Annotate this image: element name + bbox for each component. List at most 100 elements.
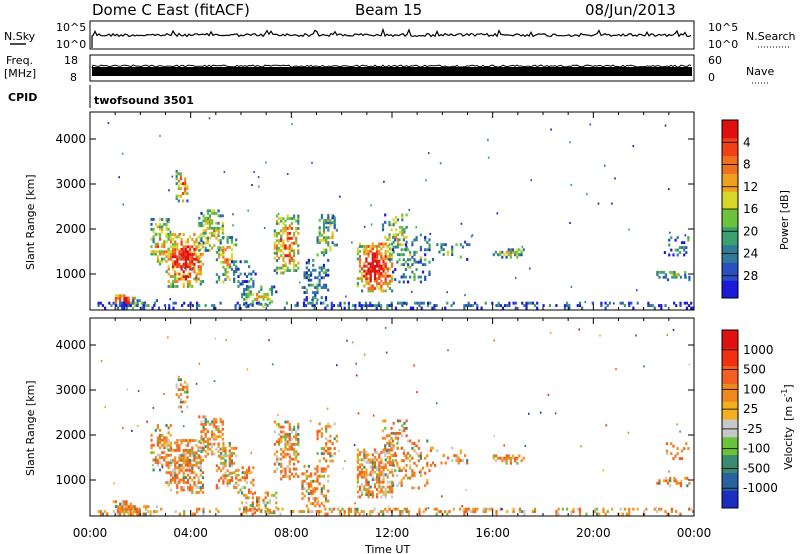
range-cell (171, 175, 174, 178)
range-cell (256, 295, 259, 299)
range-cell (324, 467, 328, 471)
range-cell (316, 487, 319, 491)
range-cell (360, 304, 363, 307)
range-cell (228, 258, 231, 262)
range-cell (174, 245, 177, 249)
range-cell (159, 225, 162, 229)
range-cell (275, 460, 279, 464)
range-cell (623, 304, 626, 307)
range-cell (363, 455, 366, 459)
range-cell (673, 270, 676, 274)
range-cell (219, 417, 222, 421)
range-cell (447, 349, 449, 352)
range-cell (293, 475, 296, 478)
range-cell (131, 301, 134, 305)
range-cell (376, 451, 379, 454)
range-cell (280, 452, 283, 456)
range-cell (396, 245, 400, 249)
range-cell (358, 465, 362, 469)
range-cell (280, 472, 283, 476)
range-cell (413, 474, 416, 477)
range-cell (390, 248, 393, 251)
range-cell (228, 236, 231, 239)
range-cell (186, 456, 190, 460)
range-cell (429, 301, 432, 305)
range-cell (312, 268, 315, 272)
range-cell (325, 236, 328, 240)
range-cell (193, 451, 196, 455)
range-cell (295, 457, 298, 461)
range-cell (434, 464, 437, 467)
range-cell (201, 245, 205, 249)
range-cell (376, 254, 379, 258)
range-cell (191, 252, 194, 256)
range-cell (295, 455, 298, 459)
range-cell (228, 442, 231, 445)
range-cell (250, 491, 253, 494)
range-cell (394, 434, 397, 438)
range-cell (195, 245, 198, 249)
velocity-colorbar-label-name: Velocity (782, 426, 795, 470)
range-cell (390, 454, 393, 457)
range-cell (404, 454, 407, 458)
range-cell (404, 275, 407, 279)
range-cell (174, 242, 177, 246)
range-cell (333, 221, 336, 225)
range-cell (193, 512, 196, 516)
range-cell (324, 499, 328, 503)
range-cell (245, 305, 248, 309)
range-cell (243, 302, 246, 306)
range-cell (284, 420, 287, 424)
range-cell (398, 466, 401, 470)
range-cell (297, 428, 300, 431)
range-cell (384, 235, 387, 239)
range-cell (679, 512, 682, 516)
range-cell (679, 301, 682, 305)
range-cell (213, 229, 216, 233)
range-cell (363, 458, 366, 462)
range-cell (305, 298, 308, 302)
range-cell (275, 496, 278, 500)
range-cell (439, 162, 442, 165)
range-cell (382, 470, 385, 474)
range-cell (329, 218, 332, 222)
range-cell (273, 246, 276, 250)
range-cell (297, 460, 300, 464)
range-cell (161, 260, 164, 263)
range-cell (279, 238, 282, 241)
range-cell (131, 429, 133, 432)
range-cell (311, 510, 314, 513)
range-cell (318, 231, 321, 235)
range-cell (273, 452, 276, 456)
range-cell (239, 260, 242, 264)
range-cell (213, 209, 216, 213)
range-cell (218, 245, 221, 249)
range-cell (252, 478, 255, 482)
range-cell (367, 254, 370, 258)
range-cell (184, 444, 187, 447)
range-cell (354, 512, 357, 516)
range-cell (403, 228, 406, 232)
range-cell (241, 501, 244, 505)
range-cell (401, 228, 404, 232)
range-cell (367, 480, 370, 484)
range-cell (169, 275, 172, 278)
range-cell (200, 437, 203, 441)
range-cell (376, 272, 379, 276)
range-cell (419, 456, 422, 460)
range-cell (167, 453, 170, 457)
range-cell (365, 451, 368, 454)
range-cell (347, 512, 350, 516)
range-cell (685, 246, 688, 249)
range-cell (171, 250, 175, 254)
range-cell (365, 252, 368, 256)
range-cell (379, 304, 383, 307)
range-cell (178, 446, 181, 450)
range-cell (428, 248, 431, 252)
range-cell (411, 240, 414, 244)
range-cell (219, 430, 222, 434)
range-cell (174, 262, 177, 266)
range-cell (382, 448, 385, 452)
range-cell (174, 463, 177, 467)
colorbar-swatch (722, 383, 738, 402)
